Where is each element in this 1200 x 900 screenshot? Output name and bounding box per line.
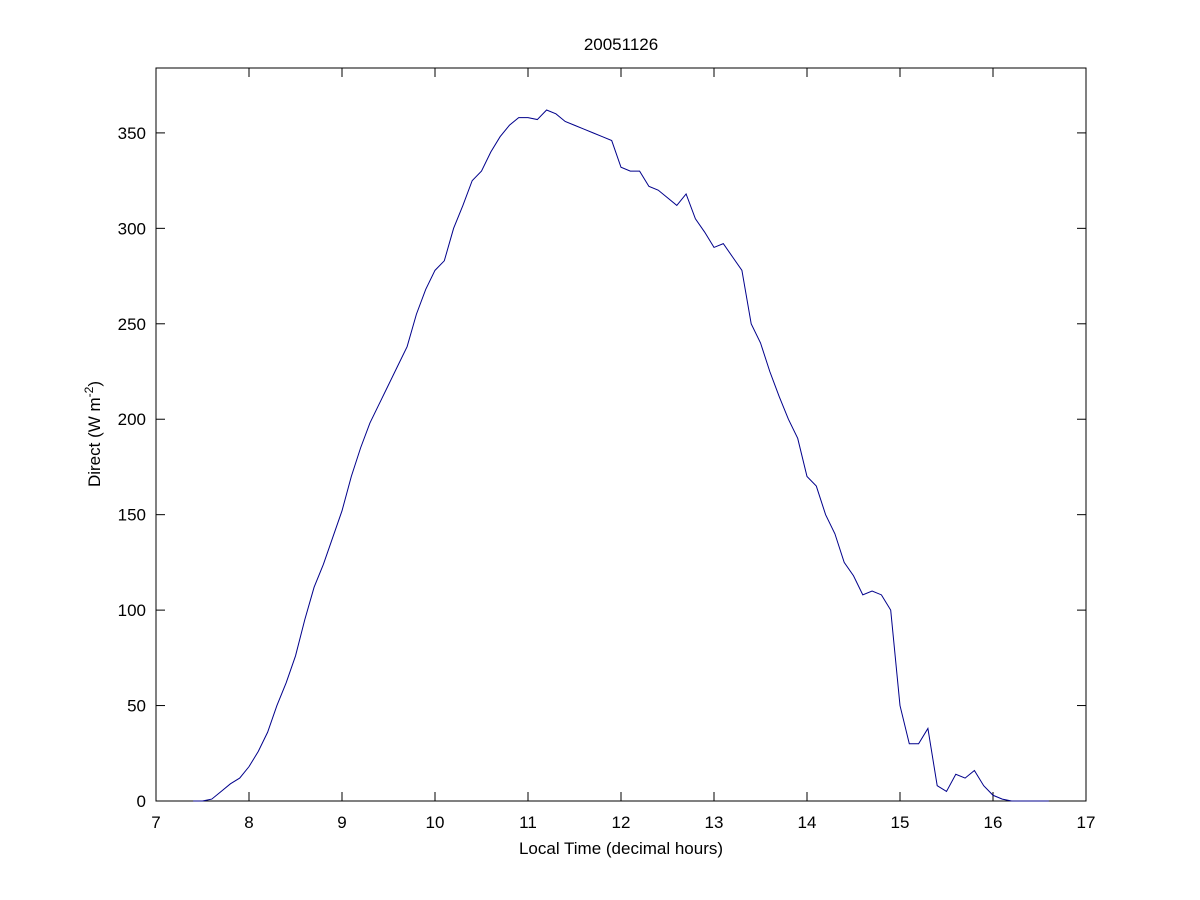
x-tick-label: 16: [984, 813, 1003, 832]
y-axis-label: Direct (W m-2): [82, 381, 104, 487]
y-tick-label: 0: [137, 792, 146, 811]
x-tick-label: 8: [244, 813, 253, 832]
x-tick-label: 14: [798, 813, 817, 832]
x-tick-label: 9: [337, 813, 346, 832]
x-axis-label: Local Time (decimal hours): [519, 839, 723, 858]
y-tick-label: 100: [118, 601, 146, 620]
x-tick-label: 15: [891, 813, 910, 832]
plot-area: [155, 67, 1087, 802]
x-tick-label: 17: [1077, 813, 1096, 832]
y-tick-label: 250: [118, 315, 146, 334]
chart-title: 20051126: [584, 35, 658, 54]
y-axis-label-end: ): [85, 381, 104, 387]
y-tick-label: 150: [118, 506, 146, 525]
x-tick-label: 7: [151, 813, 160, 832]
x-tick-label: 10: [426, 813, 445, 832]
x-tick-label: 12: [612, 813, 631, 832]
x-tick-label: 11: [519, 813, 537, 832]
y-axis-label-text: Direct (W m: [85, 397, 104, 487]
x-tick-label: 13: [705, 813, 724, 832]
y-tick-label: 300: [118, 219, 146, 238]
y-axis-label-superscript: -2: [82, 386, 96, 397]
data-line: [193, 109, 1049, 802]
y-tick-label: 50: [127, 697, 146, 716]
y-tick-label: 350: [118, 124, 146, 143]
y-tick-label: 200: [118, 410, 146, 429]
